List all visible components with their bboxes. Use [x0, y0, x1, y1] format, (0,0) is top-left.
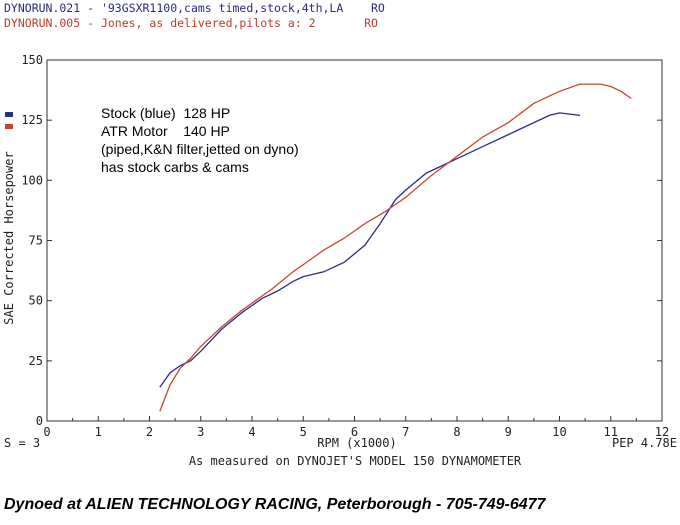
y-axis: 0 25 50 75 100 125 150	[21, 53, 662, 428]
legend-swatch-atr	[5, 124, 13, 129]
y-tick-label: 100	[21, 173, 43, 187]
x-tick-label: 6	[351, 425, 358, 439]
y-tick-label: 125	[21, 113, 43, 127]
run-header-stock: DYNORUN.021 - '93GSXR1100,cams timed,sto…	[4, 1, 385, 16]
footer-credit: Dynoed at ALIEN TECHNOLOGY RACING, Peter…	[4, 496, 546, 513]
y-tick-label: 25	[29, 354, 43, 368]
annotation-carbs: has stock carbs & cams	[101, 159, 249, 175]
run-code-stock: RO	[371, 1, 385, 15]
run-header: DYNORUN.021 - '93GSXR1100,cams timed,sto…	[4, 1, 385, 31]
series-line-stock	[159, 112, 581, 388]
y-tick-label: 50	[29, 294, 43, 308]
annotation-mods: (piped,K&N filter,jetted on dyno)	[101, 141, 299, 157]
series-line-atr	[159, 83, 632, 412]
x-axis: 0 1 2 3 4 5 6 7 8 9 10 11 12	[43, 416, 669, 439]
x-tick-label: 8	[453, 425, 460, 439]
run-desc-stock: - '93GSXR1100,cams timed,stock,4th,LA	[87, 1, 344, 15]
run-file-atr: DYNORUN.005	[4, 16, 81, 30]
annotation-stock: Stock (blue) 128 HP	[101, 105, 230, 121]
x-tick-label: 9	[505, 425, 512, 439]
x-tick-label: 10	[552, 425, 566, 439]
y-tick-label: 150	[21, 53, 43, 67]
annotation-atr: ATR Motor 140 HP	[101, 123, 230, 139]
legend-swatch-stock	[5, 112, 13, 117]
x-tick-label: 11	[604, 425, 618, 439]
x-tick-label: 1	[95, 425, 102, 439]
x-tick-label: 4	[248, 425, 255, 439]
annotation-block: Stock (blue) 128 HP ATR Motor 140 HP (pi…	[101, 105, 299, 175]
x-tick-label: 2	[146, 425, 153, 439]
y-tick-label: 0	[36, 414, 43, 428]
y-tick-label: 75	[29, 234, 43, 248]
dyno-caption: As measured on DYNOJET'S MODEL 150 DYNAM…	[189, 454, 522, 468]
x-tick-label: 12	[655, 425, 669, 439]
x-tick-label: 5	[300, 425, 307, 439]
x-tick-label: 3	[197, 425, 204, 439]
x-tick-label: 7	[402, 425, 409, 439]
run-file-stock: DYNORUN.021	[4, 1, 81, 15]
status-left: S = 3	[4, 436, 40, 450]
x-tick-label: 0	[43, 425, 50, 439]
status-right: PEP 4.78E	[612, 436, 677, 450]
y-axis-label: SAE Corrected Horsepower	[2, 151, 16, 324]
run-code-atr: RO	[364, 16, 378, 30]
run-desc-atr: - Jones, as delivered,pilots a: 2	[87, 16, 316, 30]
x-axis-label: RPM (x1000)	[317, 436, 396, 450]
run-header-atr: DYNORUN.005 - Jones, as delivered,pilots…	[4, 16, 385, 31]
